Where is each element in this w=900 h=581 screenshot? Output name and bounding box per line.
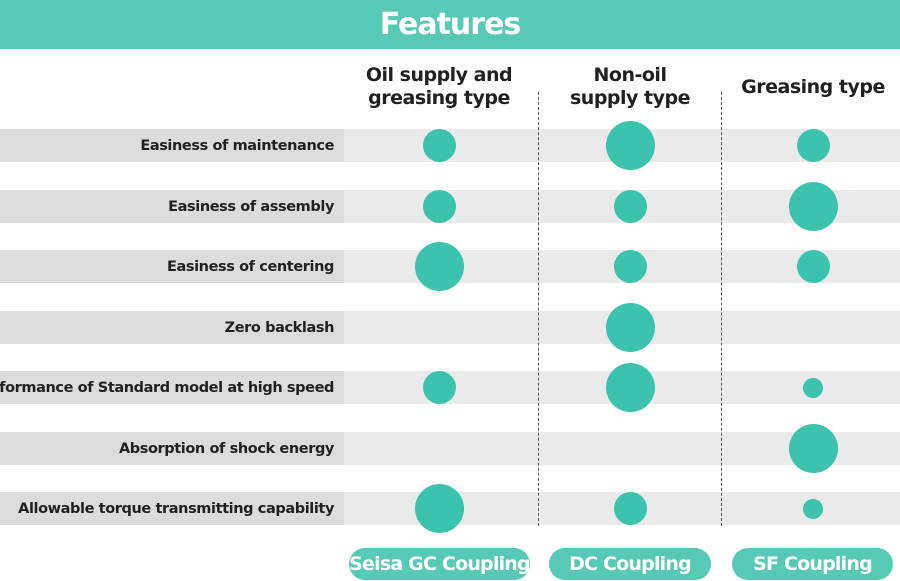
rating-dot-large xyxy=(605,363,655,412)
rating-dot-large xyxy=(414,242,464,291)
rating-dot-small xyxy=(803,377,823,398)
rating-dot-medium xyxy=(613,250,647,283)
rating-dot-large xyxy=(414,484,464,533)
rating-dot-medium xyxy=(796,250,830,283)
row-label: Allowable torque transmitting capability xyxy=(0,492,344,525)
rating-dot-large xyxy=(605,303,655,352)
column-header-oil-supply-greasing: Oil supply and greasing type xyxy=(365,64,513,109)
rating-dot-large xyxy=(605,121,655,170)
rating-dot-medium xyxy=(422,190,456,223)
row-label: Easiness of assembly xyxy=(0,190,344,223)
row-label: Easiness of centering xyxy=(0,250,344,283)
seisa-gc-coupling-button[interactable]: Seisa GC Coupling xyxy=(349,548,531,580)
rating-dot-large xyxy=(788,182,838,231)
dc-coupling-button[interactable]: DC Coupling xyxy=(549,548,711,580)
rating-dot-small xyxy=(803,498,823,519)
page-title: Features xyxy=(379,7,522,42)
column-divider xyxy=(721,92,722,526)
rating-dot-medium xyxy=(796,129,830,162)
rating-dot-medium xyxy=(422,129,456,162)
rating-dot-medium xyxy=(613,492,647,525)
rating-dot-medium xyxy=(613,190,647,223)
rating-dot-medium xyxy=(422,371,456,404)
row-label: Zero backlash xyxy=(0,311,344,344)
row-label: Absorption of shock energy xyxy=(0,432,344,465)
row-label: Easiness of maintenance xyxy=(0,129,344,162)
column-divider xyxy=(538,92,539,526)
rating-dot-large xyxy=(788,424,838,473)
column-header-non-oil-supply: Non-oil supply type xyxy=(569,64,691,109)
column-header-greasing: Greasing type xyxy=(741,76,885,98)
row-label: Performance of Standard model at high sp… xyxy=(0,371,344,404)
features-header: Features xyxy=(0,0,900,49)
sf-coupling-button[interactable]: SF Coupling xyxy=(732,548,893,580)
